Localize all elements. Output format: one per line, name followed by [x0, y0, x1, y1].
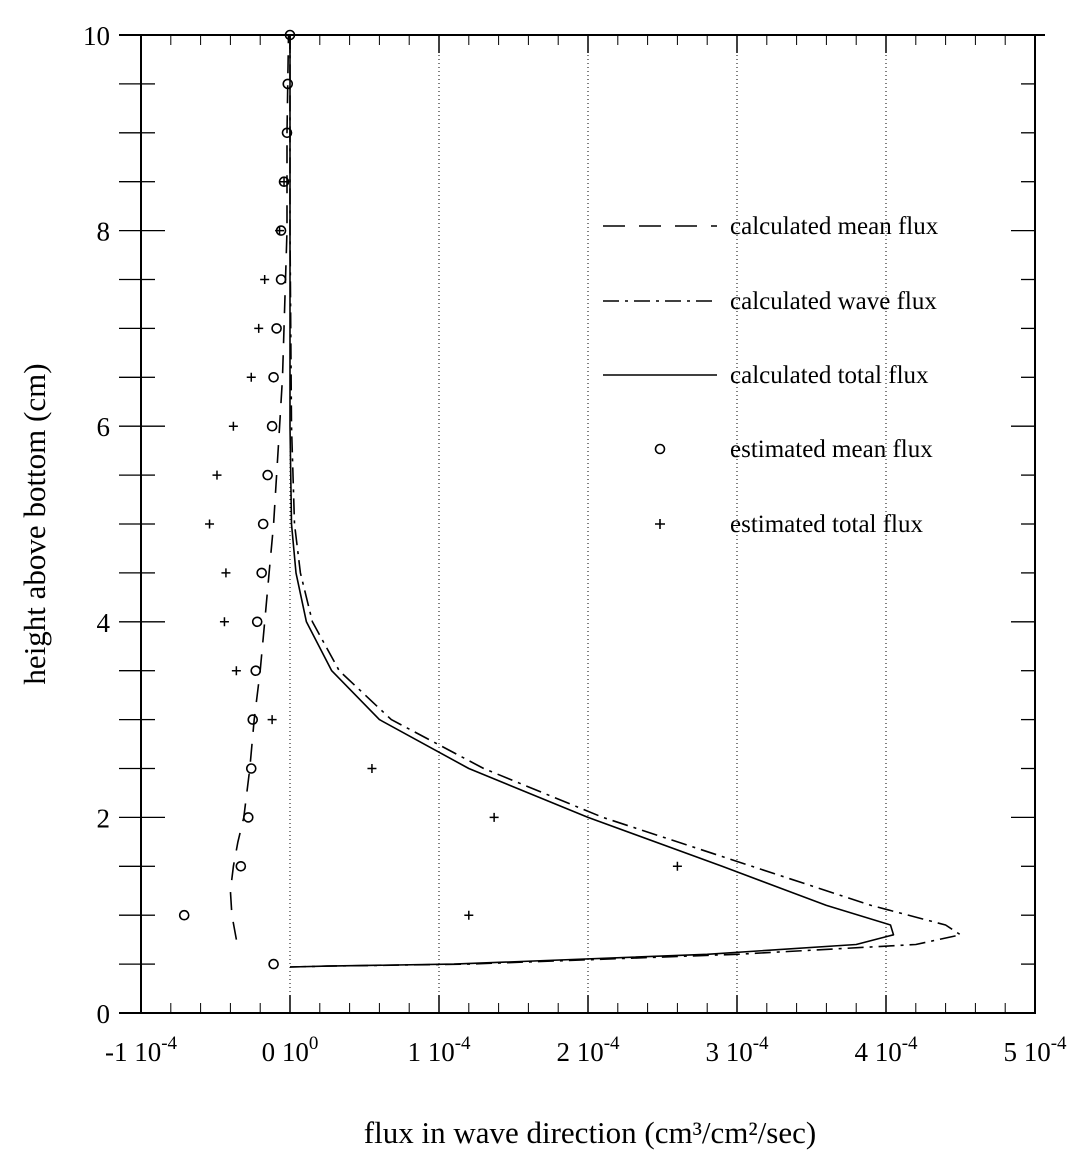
estimated-mean-flux-point: [235, 860, 247, 872]
estimated-mean-flux-point: [275, 274, 287, 285]
estimated-mean-flux-point: [251, 616, 263, 628]
legend-marker-estimated-mean-flux: [654, 443, 666, 455]
calculated-wave-flux-line: [289, 35, 962, 968]
estimated-total-flux-point: [228, 421, 238, 431]
x-tick-label: 0 100: [262, 1033, 319, 1067]
estimated-mean-flux-point: [257, 518, 269, 530]
estimated-total-flux-point: [267, 715, 277, 725]
estimated-total-flux-point: [219, 617, 229, 627]
estimated-mean-flux-point: [268, 371, 279, 383]
calculated-total-flux-line: [289, 35, 895, 968]
x-tick-labels: -1 10-4 0 100 1 10-4 2 10-4 3 10-4 4 10-4 5 10…: [105, 1033, 1067, 1067]
estimated-mean-flux-point: [266, 420, 278, 432]
estimated-total-flux-point: [254, 323, 264, 333]
estimated-total-flux-point: [489, 812, 499, 822]
legend-marker-estimated-total-flux: [655, 519, 665, 529]
axis-ticks: [119, 34, 1045, 1014]
estimated-mean-flux-point: [247, 714, 259, 725]
estimated-mean-flux-point: [271, 323, 282, 334]
data-series: [178, 29, 962, 970]
estimated-total-flux-point: [260, 275, 270, 284]
estimated-total-flux-point: [367, 764, 377, 773]
estimated-total-flux-point: [464, 910, 474, 920]
legend-label-estimated-mean-flux: estimated mean flux: [730, 436, 933, 463]
y-tick-label: 0: [97, 999, 111, 1029]
y-tick-label: 4: [97, 608, 111, 638]
estimated-total-flux-point: [275, 226, 285, 236]
estimated-mean-flux-point: [284, 29, 296, 41]
estimated-total-flux-point: [279, 177, 289, 187]
estimated-total-flux-point: [672, 861, 682, 871]
estimated-total-flux-point: [231, 666, 241, 676]
estimated-mean-flux-point: [242, 812, 254, 823]
y-tick-label: 8: [97, 217, 111, 247]
grid-lines: [289, 35, 887, 1013]
x-tick-label: -1 10-4: [105, 1033, 178, 1067]
y-tick-label: 6: [97, 412, 111, 442]
estimated-mean-flux-point: [282, 78, 294, 90]
legend-label-mean-flux: calculated mean flux: [730, 213, 939, 240]
estimated-mean-flux-point: [178, 909, 190, 921]
estimated-mean-flux-point: [262, 469, 273, 481]
y-tick-label: 2: [97, 803, 111, 833]
y-tick-labels: 0 2 4 6 8 10: [83, 21, 111, 1029]
legend-label-wave-flux: calculated wave flux: [730, 288, 937, 315]
estimated-mean-flux-point: [250, 665, 262, 677]
estimated-mean-flux-point: [281, 127, 293, 139]
x-tick-label: 1 10-4: [407, 1033, 471, 1067]
estimated-mean-flux-point: [256, 567, 267, 579]
legend: calculated mean flux calculated wave flu…: [603, 213, 939, 538]
estimated-mean-flux-point: [245, 763, 257, 774]
estimated-total-flux-point: [221, 568, 231, 578]
legend-label-total-flux: calculated total flux: [730, 362, 929, 389]
y-tick-label: 10: [83, 21, 110, 51]
estimated-total-flux-point: [246, 372, 256, 382]
y-axis-title: height above bottom (cm): [17, 363, 52, 684]
estimated-total-flux-point: [205, 519, 215, 529]
x-axis-title: flux in wave direction (cm³/cm²/sec): [364, 1115, 816, 1150]
x-tick-label: 2 10-4: [556, 1033, 620, 1067]
x-tick-label: 4 10-4: [854, 1033, 918, 1067]
x-tick-label: 5 10-4: [1003, 1033, 1067, 1067]
x-tick-label: 3 10-4: [705, 1033, 769, 1067]
estimated-mean-flux-point: [268, 958, 279, 970]
calculated-mean-flux-line: [229, 34, 290, 940]
estimated-total-flux-point: [212, 470, 222, 480]
legend-label-estimated-total-flux: estimated total flux: [730, 511, 924, 538]
